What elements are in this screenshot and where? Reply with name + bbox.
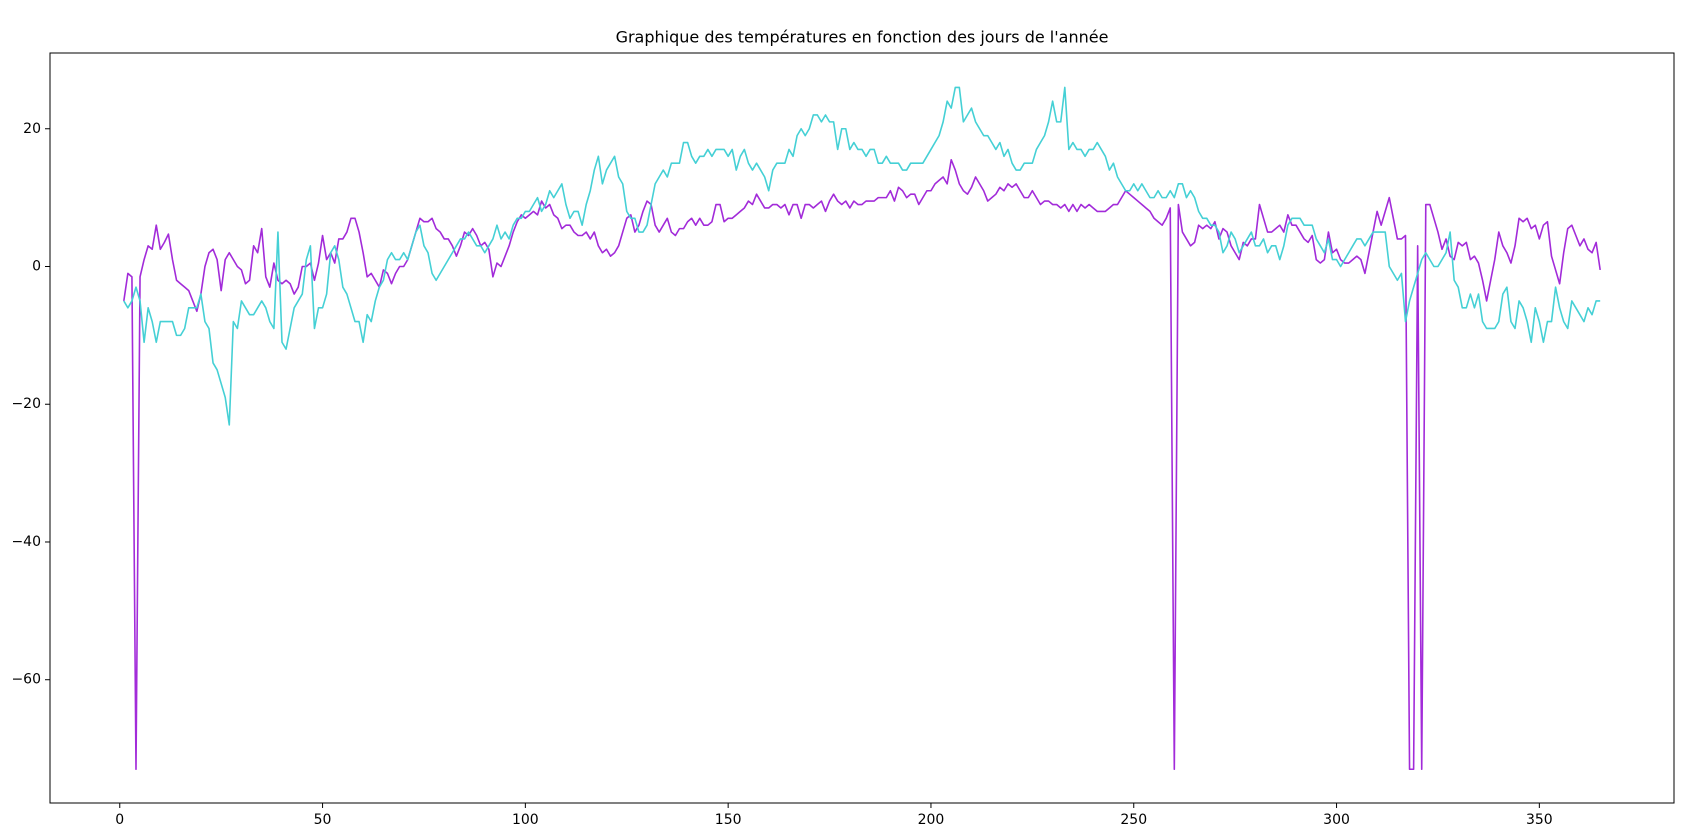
x-tick-label: 150 <box>715 812 742 828</box>
line-series <box>123 86 1601 426</box>
y-tick-label: −20 <box>11 396 41 412</box>
x-tick-label: 50 <box>314 812 332 828</box>
plot-frame <box>49 52 1675 804</box>
x-tick-label: 300 <box>1323 812 1350 828</box>
line-series <box>123 158 1601 771</box>
x-tick-label: 350 <box>1526 812 1553 828</box>
chart-title: Graphique des températures en fonction d… <box>616 28 1109 47</box>
y-tick-label: −60 <box>11 672 41 688</box>
x-tick-label: 100 <box>512 812 539 828</box>
y-tick-label: −40 <box>11 534 41 550</box>
x-tick-label: 200 <box>918 812 945 828</box>
x-tick-label: 250 <box>1120 812 1147 828</box>
y-tick-label: 0 <box>32 258 41 274</box>
y-tick-label: 20 <box>23 121 41 137</box>
x-tick-label: 0 <box>115 812 124 828</box>
